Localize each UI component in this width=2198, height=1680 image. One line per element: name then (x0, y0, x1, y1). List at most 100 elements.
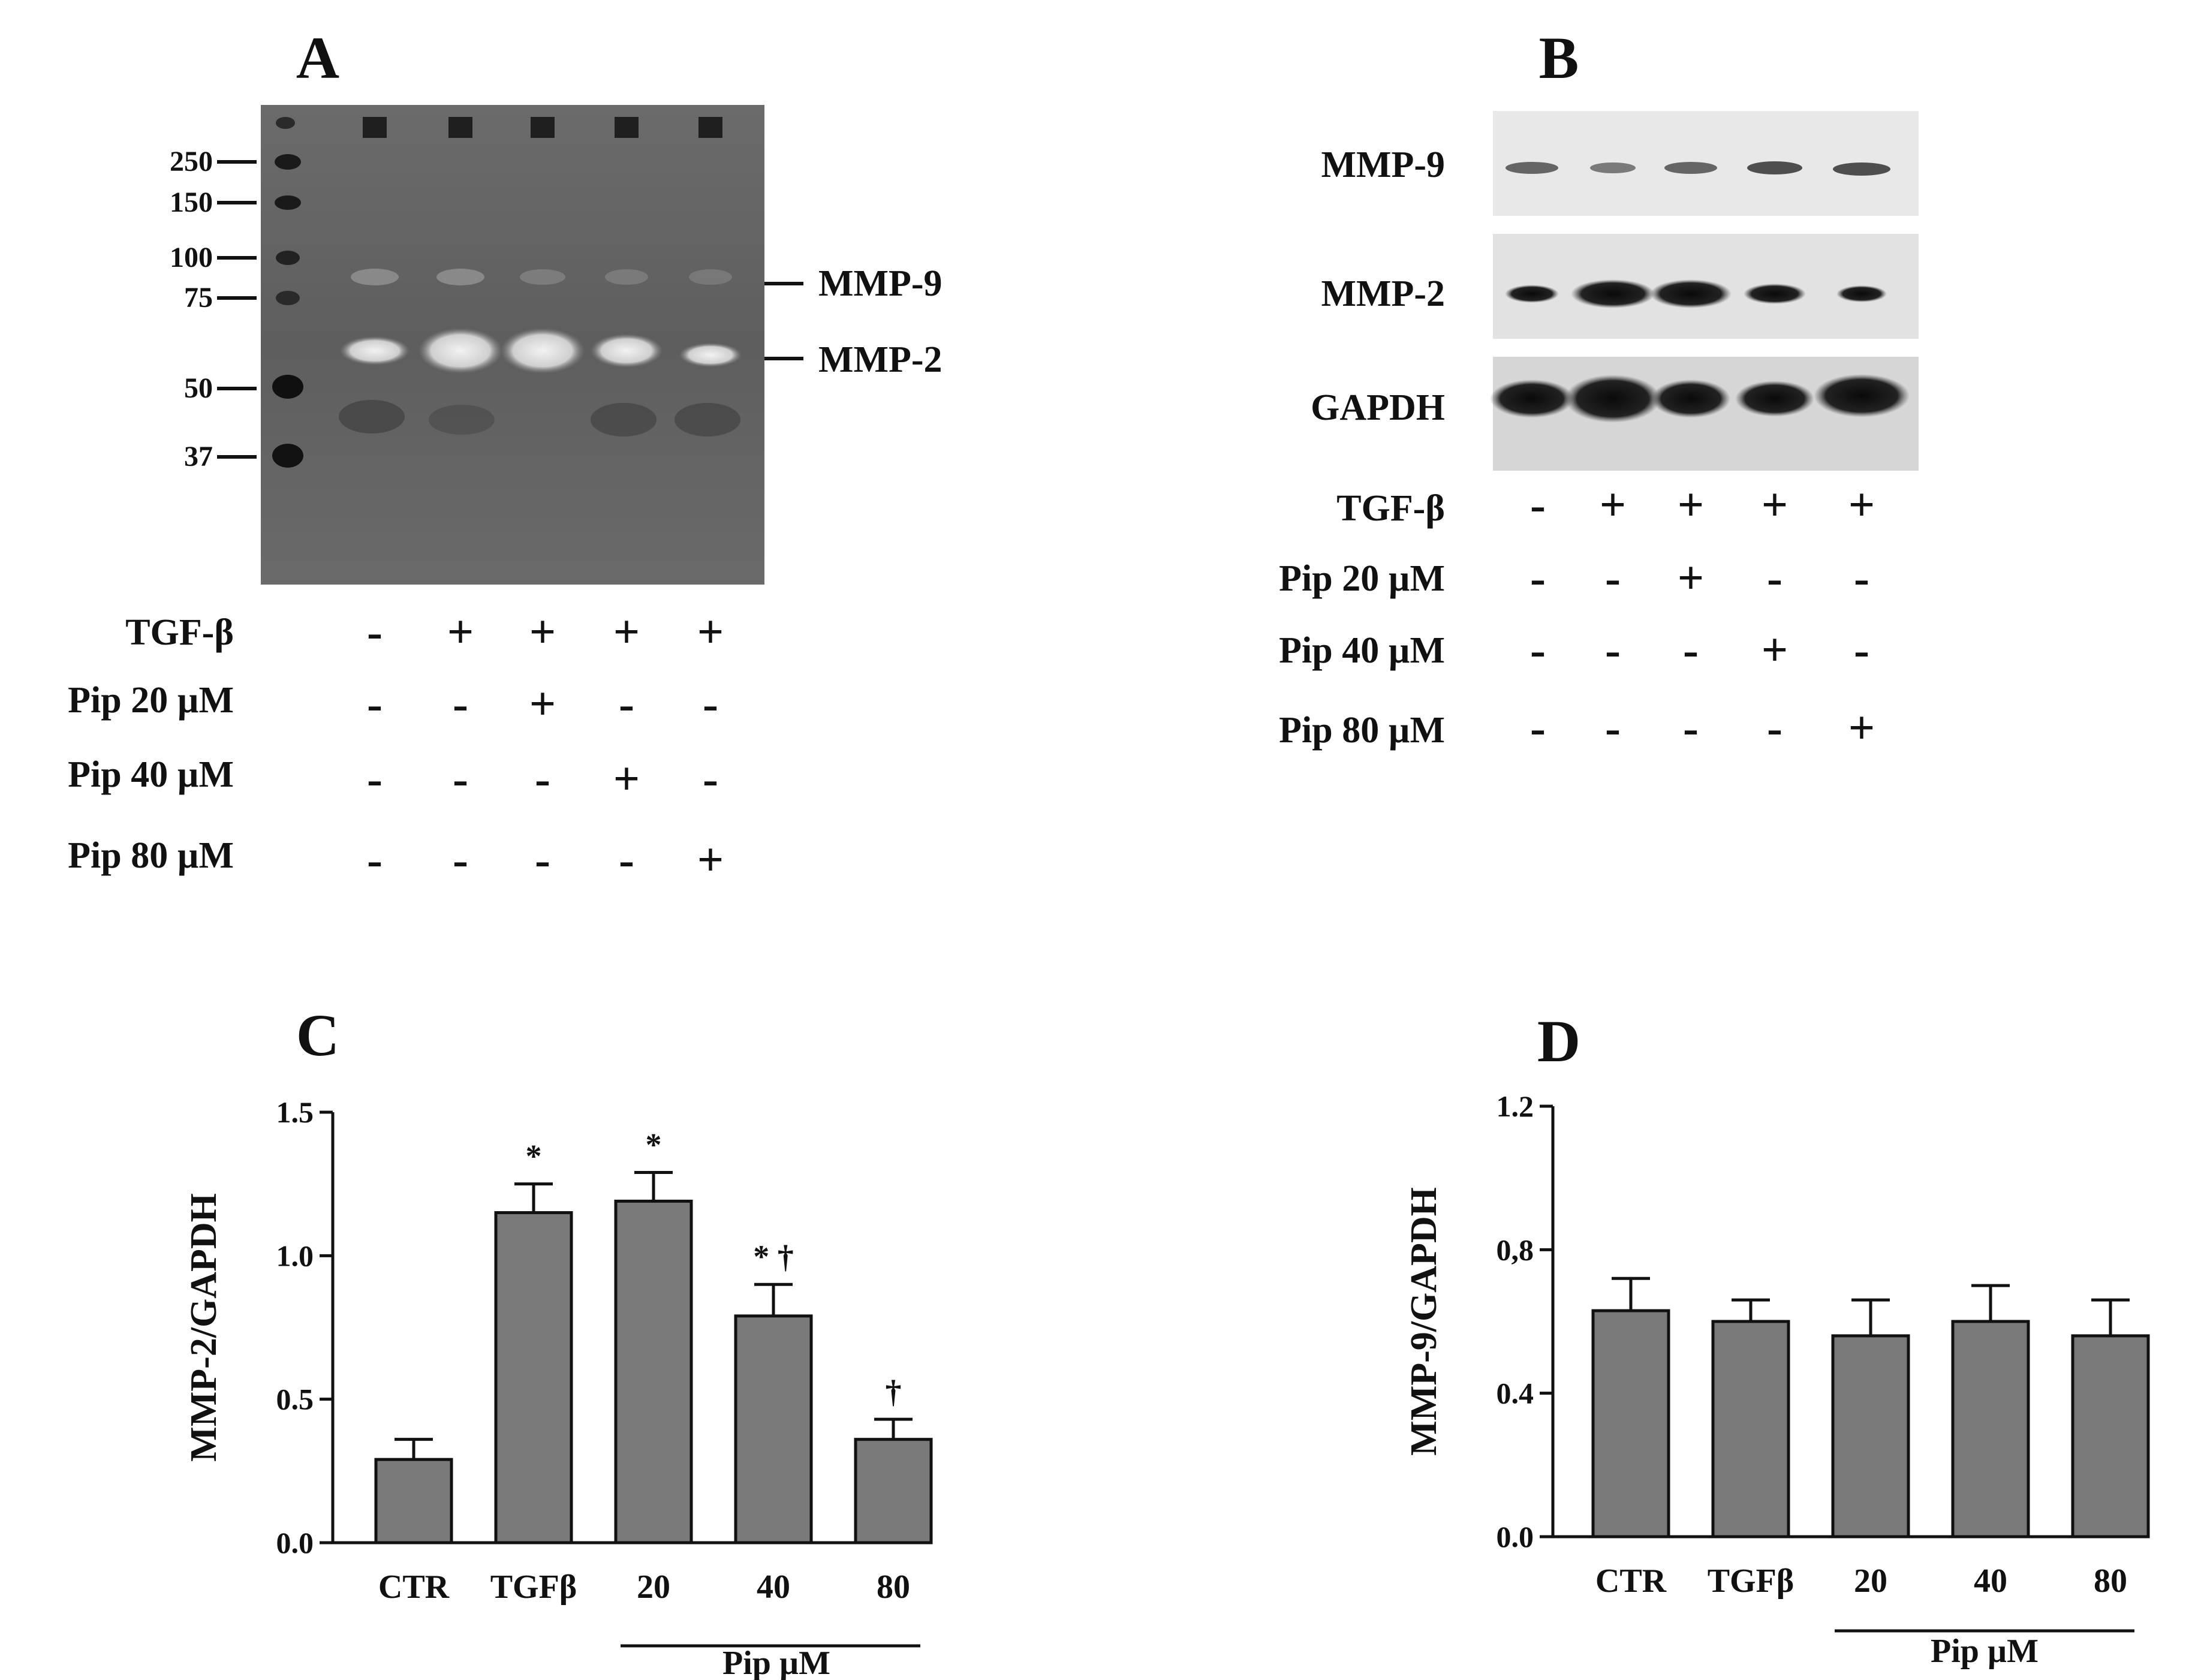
x-category-label: TGFβ (490, 1568, 577, 1606)
x-category-label: 20 (637, 1568, 670, 1606)
x-category-label: TGFβ (1708, 1562, 1794, 1600)
bar (734, 1314, 813, 1544)
condition-sign: - (1605, 552, 1621, 604)
condition-sign: + (613, 606, 640, 658)
panel-a-conditions: TGF-β Pip 20 µM Pip 40 µM Pip 80 µM - + … (68, 606, 724, 886)
significance-mark: * † (753, 1239, 794, 1275)
blot-label-mmp9: MMP-9 (1321, 144, 1445, 185)
condition-sign: - (535, 752, 550, 805)
bar (1831, 1334, 1910, 1539)
x-category-label: CTR (1595, 1562, 1667, 1600)
condition-sign: - (1683, 624, 1699, 676)
gel-wells (363, 117, 722, 138)
marker-ladder (272, 117, 303, 468)
condition-sign: + (529, 606, 556, 658)
x-category-label: 20 (1854, 1562, 1887, 1600)
condition-sign: + (1762, 478, 1788, 531)
x-category-label: 80 (877, 1568, 910, 1606)
y-tick-label: 0,8 (1497, 1233, 1534, 1266)
condition-sign: - (1530, 701, 1546, 754)
condition-sign: - (367, 678, 383, 730)
marker-label: 50 (184, 372, 213, 404)
condition-label: TGF-β (1336, 488, 1445, 529)
marker-label: 150 (170, 186, 213, 218)
bar (494, 1211, 573, 1544)
panel-d: D 0.0 0.4 0,8 1.2 MMP-9/GAPDH CTR TGFβ 20 40 80 P… (1404, 1008, 2150, 1670)
condition-sign: - (1854, 552, 1869, 604)
condition-sign: - (1530, 552, 1546, 604)
condition-sign: - (367, 752, 383, 805)
bar (374, 1458, 453, 1544)
panel-a: A (68, 25, 942, 886)
panel-a-label: A (296, 25, 339, 91)
condition-sign: + (1848, 701, 1875, 754)
panel-c-label: C (296, 1002, 339, 1068)
panel-b: B MMP-9 MMP-2 GAPDH (1279, 25, 1919, 754)
condition-sign: + (613, 752, 640, 805)
band-label-mmp2: MMP-2 (818, 339, 943, 380)
blot-label-gapdh: GAPDH (1311, 387, 1445, 428)
western-blot-mmp9 (1493, 111, 1919, 216)
condition-sign: - (1530, 478, 1546, 531)
x-category-label: 40 (1974, 1562, 2007, 1600)
condition-label: Pip 20 µM (68, 680, 234, 721)
condition-sign: - (703, 678, 718, 730)
condition-label: Pip 80 µM (68, 835, 234, 876)
marker-label: 250 (170, 146, 213, 177)
x-category-label: CTR (378, 1568, 450, 1606)
mmp9-zymo-bands (351, 269, 732, 285)
condition-sign: + (697, 833, 724, 886)
y-tick-label: 1.2 (1497, 1089, 1534, 1123)
marker-label: 37 (184, 441, 213, 472)
condition-sign: + (697, 606, 724, 658)
condition-sign: - (619, 678, 634, 730)
band-label-mmp9: MMP-9 (818, 263, 943, 304)
y-tick-label: 1.5 (276, 1095, 314, 1129)
bar (854, 1438, 933, 1544)
condition-sign: - (367, 833, 383, 886)
y-tick-label: 0.0 (1497, 1520, 1534, 1553)
panel-b-conditions: TGF-β Pip 20 µM Pip 40 µM Pip 80 µM - + … (1279, 478, 1875, 754)
condition-sign: + (529, 678, 556, 730)
condition-sign: - (453, 678, 468, 730)
condition-sign: - (1767, 701, 1783, 754)
y-axis-title: MMP-9/GAPDH (1404, 1187, 1444, 1456)
condition-sign: - (1530, 624, 1546, 676)
blot-label-mmp2: MMP-2 (1321, 273, 1445, 314)
condition-sign: + (447, 606, 474, 658)
condition-sign: - (367, 606, 383, 658)
gel-smear (339, 400, 740, 436)
condition-sign: - (619, 833, 634, 886)
significance-mark: † (886, 1374, 902, 1410)
condition-sign: - (535, 833, 550, 886)
x-category-label: 40 (757, 1568, 790, 1606)
condition-sign: - (703, 752, 718, 805)
condition-sign: - (1605, 624, 1621, 676)
bar (1951, 1320, 2030, 1539)
condition-sign: + (1600, 478, 1626, 531)
significance-mark: * (526, 1139, 542, 1175)
condition-sign: + (1678, 478, 1704, 531)
condition-sign: - (453, 752, 468, 805)
y-tick-label: 0.5 (276, 1383, 314, 1416)
panel-d-label: D (1537, 1008, 1580, 1074)
marker-labels: 250 150 100 75 50 37 (170, 146, 257, 472)
condition-sign: - (453, 833, 468, 886)
bar (1591, 1309, 1670, 1539)
x-category-label: 80 (2094, 1562, 2127, 1600)
marker-label: 75 (184, 282, 213, 314)
mmp2-zymo-bands (340, 328, 742, 374)
bar (2071, 1334, 2150, 1539)
condition-label: Pip 20 µM (1279, 558, 1445, 599)
condition-label: TGF-β (125, 612, 234, 653)
western-blot-gapdh (1490, 357, 1919, 471)
condition-sign: + (1678, 552, 1704, 604)
condition-label: Pip 40 µM (1279, 630, 1445, 671)
condition-sign: + (1762, 624, 1788, 676)
bar-chart-mmp2: 0.0 0.5 1.0 1.5 MMP-2/GAPDH CTR * TGFβ * 20 * † 40 †… (183, 1095, 933, 1606)
y-tick-label: 0.0 (276, 1526, 314, 1559)
y-tick-label: 1.0 (276, 1239, 314, 1272)
condition-sign: + (1848, 478, 1875, 531)
condition-sign: - (1767, 552, 1783, 604)
